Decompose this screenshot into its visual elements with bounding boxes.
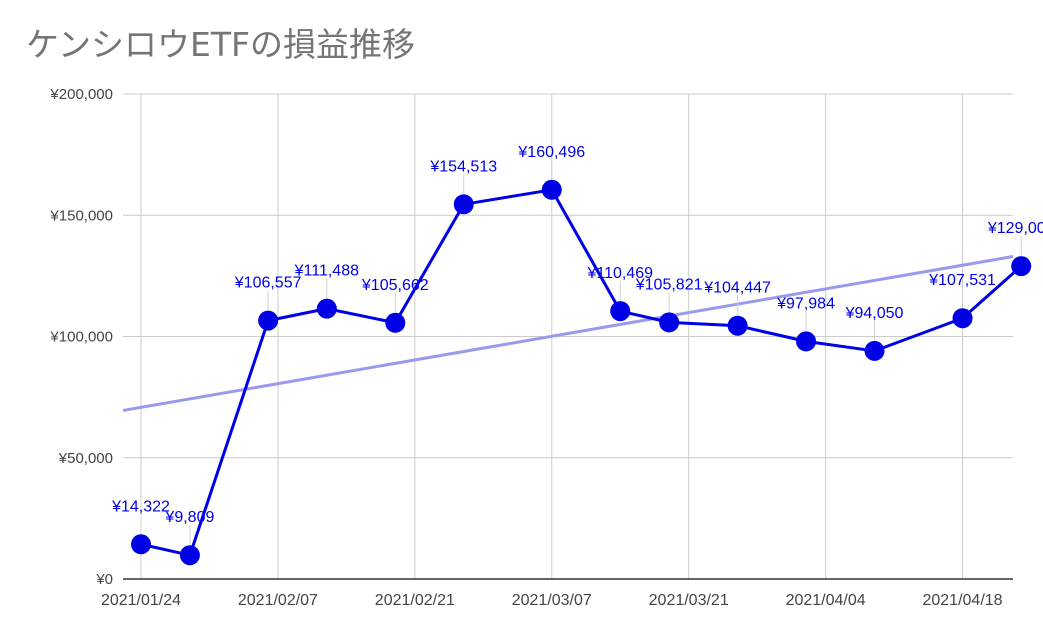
data-label: ¥129,008 xyxy=(987,220,1043,237)
data-point xyxy=(796,331,817,352)
y-tick-label: ¥100,000 xyxy=(49,329,113,346)
y-tick-label: ¥50,000 xyxy=(58,450,113,467)
x-tick-label: 2021/03/21 xyxy=(649,592,729,609)
x-tick-label: 2021/01/24 xyxy=(101,592,181,609)
data-point xyxy=(727,315,748,336)
x-tick-label: 2021/02/21 xyxy=(375,592,455,609)
data-label: ¥160,496 xyxy=(517,144,585,161)
data-point xyxy=(1011,256,1032,277)
data-label: ¥110,469 xyxy=(586,265,653,282)
data-point xyxy=(179,545,200,566)
data-point xyxy=(952,308,973,329)
trendline xyxy=(122,254,1014,412)
data-label: ¥104,447 xyxy=(703,280,771,297)
data-labels: ¥14,322¥9,809 ¥106,557¥111,488¥105,662 ¥15… xyxy=(111,144,1043,546)
data-label: ¥107,531 xyxy=(928,272,996,289)
data-point xyxy=(258,310,279,331)
data-label: ¥105,821 xyxy=(635,276,703,293)
x-tick-label: 2021/03/07 xyxy=(512,592,592,609)
y-tick-label: ¥150,000 xyxy=(49,207,113,224)
data-label: ¥111,488 xyxy=(294,263,359,280)
data-label: ¥154,513 xyxy=(429,158,497,175)
data-label: ¥97,984 xyxy=(776,295,835,312)
data-points xyxy=(131,179,1032,566)
x-tick-label: 2021/04/18 xyxy=(922,592,1002,609)
data-point xyxy=(659,312,680,333)
data-label: ¥9,809 xyxy=(164,509,214,526)
grid-lines xyxy=(123,93,1013,579)
series-polyline xyxy=(140,188,1023,557)
data-point xyxy=(541,179,562,200)
data-label: ¥106,557 xyxy=(234,275,302,292)
x-tick-label: 2021/04/04 xyxy=(786,592,866,609)
data-point xyxy=(385,312,406,333)
x-tick-label: 2021/02/07 xyxy=(238,592,318,609)
data-point xyxy=(316,298,337,319)
axes: ¥0 ¥50,000 ¥100,000 ¥150,000 ¥200,000 2021/01… xyxy=(49,86,1013,609)
data-point xyxy=(453,194,474,215)
y-tick-label: ¥200,000 xyxy=(49,86,113,103)
data-label: ¥14,322 xyxy=(111,498,170,515)
y-tick-label: ¥0 xyxy=(95,571,113,588)
data-label: ¥105,662 xyxy=(361,277,429,294)
chart-title: ケンシロウETFの損益推移 xyxy=(26,25,415,64)
data-label: ¥94,050 xyxy=(845,305,904,322)
trendline-line xyxy=(122,254,1014,412)
series-line xyxy=(140,188,1023,557)
data-point xyxy=(864,340,885,361)
data-point xyxy=(610,301,631,322)
data-point xyxy=(131,534,151,555)
